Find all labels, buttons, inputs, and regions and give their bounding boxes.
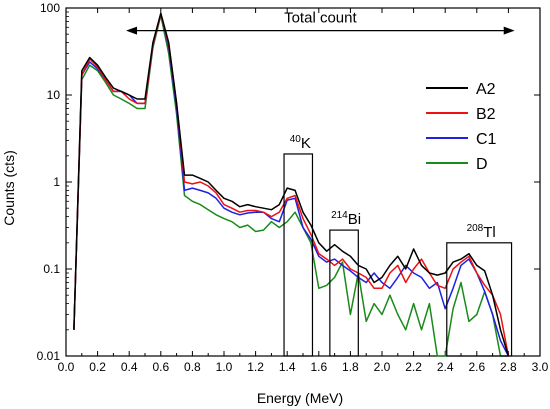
y-tick-label: 10: [47, 88, 61, 102]
region-box-Tl: [446, 242, 513, 357]
x-tick-label: 2.8: [500, 360, 517, 374]
x-tick-label: 1.4: [279, 360, 296, 374]
region-box-K: [283, 153, 314, 357]
x-tick-label: 1.6: [310, 360, 327, 374]
legend: A2 B2 C1 D: [426, 81, 497, 173]
legend-label-D: D: [476, 156, 488, 173]
plot-frame: [65, 7, 541, 357]
x-tick-label: 2.6: [468, 360, 485, 374]
series-line-D: [73, 14, 509, 357]
total-count-annotation: Total count: [126, 10, 515, 35]
x-tick-label: 2.0: [374, 360, 391, 374]
series-line-C1: [73, 12, 510, 357]
x-tick-label: 2.2: [405, 360, 422, 374]
arrow-head-right: [503, 26, 515, 35]
x-axis: 0.0 0.2 0.4 0.6 0.8 1.0 1.2 1.4 1.6 1.8 2.0 2.2 2.4 2…: [58, 8, 549, 374]
y-tick-label: 0.1: [43, 262, 60, 276]
x-tick-label: 0.8: [184, 360, 201, 374]
series-layer: [73, 12, 510, 357]
region-label-Tl: 208Tl: [467, 223, 496, 241]
x-tick-label: 1.8: [342, 360, 359, 374]
x-tick-label: 0.0: [58, 360, 75, 374]
region-label-K: 40K: [290, 134, 311, 152]
series-line-A2: [73, 12, 510, 357]
plot-area: [65, 7, 541, 357]
x-axis-title: Energy (MeV): [257, 390, 343, 406]
x-tick-label: 1.2: [247, 360, 264, 374]
x-tick-label: 2.4: [437, 360, 454, 374]
region-box-Bi: [329, 229, 359, 357]
arrow-head-left: [126, 26, 138, 35]
region-label-Bi: 214Bi: [331, 210, 361, 228]
x-tick-label: 3.0: [532, 360, 549, 374]
x-tick-label: 0.2: [89, 360, 106, 374]
region-markers: 40K 214Bi 208Tl: [283, 134, 513, 357]
y-tick-label: 0.01: [37, 349, 61, 363]
legend-label-B2: B2: [476, 106, 496, 123]
x-tick-label: 0.6: [152, 360, 169, 374]
y-tick-label: 100: [40, 1, 60, 15]
legend-label-A2: A2: [476, 81, 496, 98]
x-tick-label: 0.4: [121, 360, 138, 374]
x-tick-label: 1.0: [216, 360, 233, 374]
y-axis-title: Counts (cts): [1, 150, 17, 225]
legend-label-C1: C1: [476, 131, 497, 148]
y-axis: 0.01 0.1 1 10 100: [37, 1, 540, 363]
total-count-label: Total count: [284, 10, 357, 27]
y-tick-label: 1: [53, 175, 60, 189]
